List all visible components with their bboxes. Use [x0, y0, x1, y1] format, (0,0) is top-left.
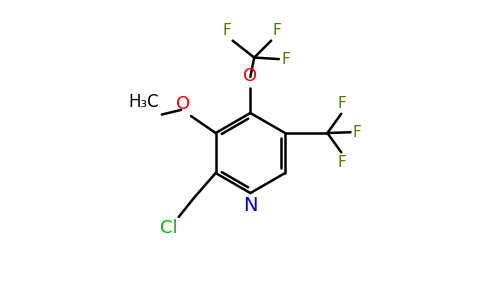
Text: Cl: Cl: [160, 219, 177, 237]
Text: F: F: [222, 22, 231, 38]
Text: H₃C: H₃C: [129, 94, 159, 112]
Text: F: F: [272, 22, 281, 38]
Text: F: F: [353, 125, 362, 140]
Text: N: N: [243, 196, 257, 215]
Text: O: O: [243, 67, 257, 85]
Text: O: O: [176, 95, 190, 113]
Text: F: F: [338, 154, 347, 169]
Text: F: F: [281, 52, 290, 67]
Text: F: F: [338, 97, 347, 112]
